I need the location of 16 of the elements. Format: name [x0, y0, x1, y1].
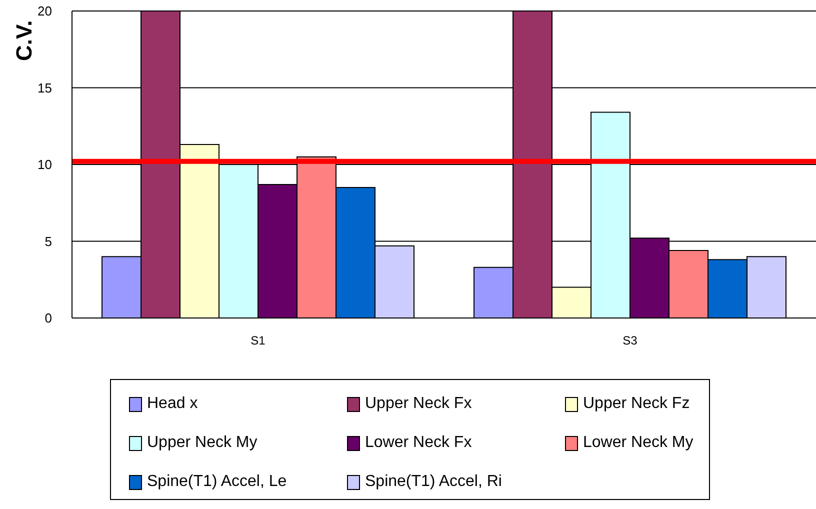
y-tick-label: 10 [38, 157, 52, 172]
y-axis-title: C.V. [12, 20, 37, 61]
x-tick-label: S3 [622, 334, 638, 348]
y-tick-label: 5 [44, 234, 52, 249]
legend-label: Spine(T1) Accel, Le [147, 473, 287, 491]
y-tick-label: 20 [38, 4, 52, 19]
legend-label: Upper Neck My [147, 434, 258, 452]
legend-label: Spine(T1) Accel, Ri [365, 473, 502, 491]
legend-label: Head x [147, 395, 198, 413]
legend-label: Lower Neck Fx [365, 434, 472, 452]
legend-label: Upper Neck Fz [583, 395, 690, 413]
x-tick-label: S1 [250, 334, 266, 348]
y-tick-label: 0 [44, 310, 52, 326]
legend-label: Lower Neck My [583, 434, 694, 452]
y-tick-label: 15 [38, 80, 52, 96]
legend-label: Upper Neck Fx [365, 395, 472, 413]
